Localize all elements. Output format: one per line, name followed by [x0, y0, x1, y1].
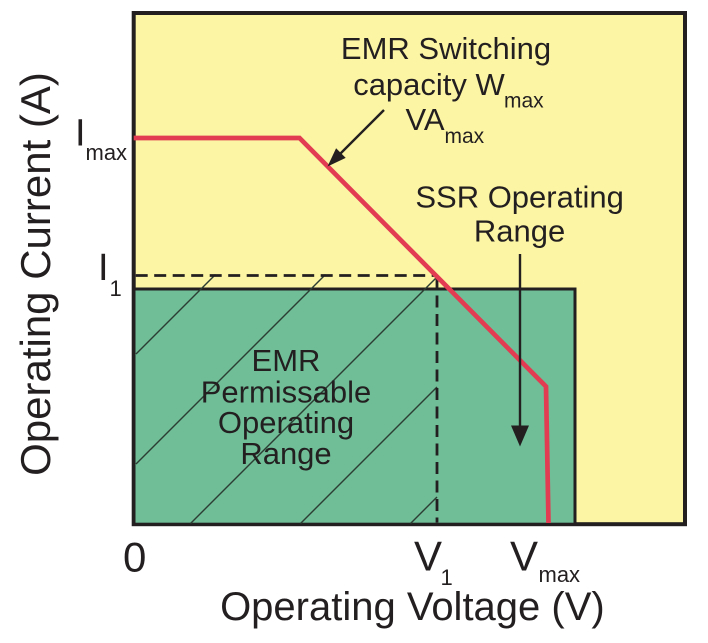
svg-text:V: V [414, 533, 442, 580]
svg-text:1: 1 [441, 565, 453, 590]
svg-text:VA: VA [406, 102, 445, 137]
svg-text:Operating Current (A): Operating Current (A) [12, 72, 59, 476]
svg-text:Permissable: Permissable [201, 375, 372, 410]
svg-text:capacity W: capacity W [353, 67, 505, 102]
svg-text:Operating: Operating [218, 405, 354, 440]
svg-text:Range: Range [240, 436, 331, 471]
svg-text:max: max [86, 140, 128, 165]
svg-text:EMR Switching: EMR Switching [341, 31, 551, 66]
svg-text:Range: Range [474, 214, 565, 249]
svg-text:max: max [445, 125, 485, 148]
svg-text:I: I [75, 113, 86, 155]
svg-text:0: 0 [123, 534, 146, 581]
svg-text:V: V [510, 533, 538, 580]
svg-text:Operating Voltage (V): Operating Voltage (V) [220, 585, 605, 629]
svg-text:max: max [539, 562, 581, 587]
svg-text:EMR: EMR [252, 343, 321, 378]
svg-text:1: 1 [110, 276, 122, 301]
svg-text:I: I [98, 247, 109, 289]
svg-text:SSR Operating: SSR Operating [415, 180, 624, 215]
svg-text:max: max [504, 90, 544, 113]
